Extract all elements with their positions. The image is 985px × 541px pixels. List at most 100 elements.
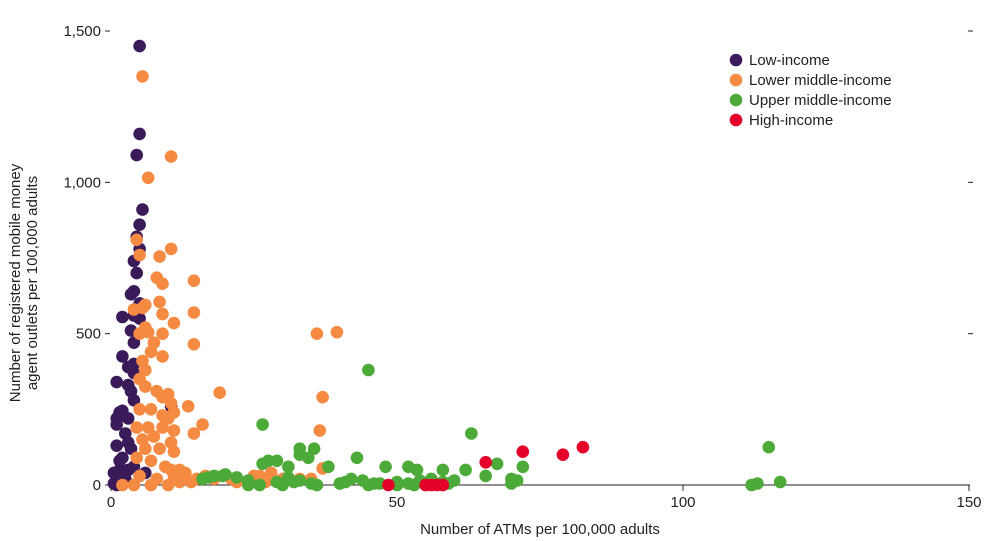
data-point xyxy=(139,380,152,393)
data-point xyxy=(147,430,161,443)
data-point xyxy=(141,171,155,185)
data-point xyxy=(141,421,155,434)
data-point xyxy=(153,250,166,263)
data-point xyxy=(490,457,504,471)
data-point xyxy=(293,474,307,487)
data-point xyxy=(133,39,146,53)
data-point xyxy=(282,471,295,484)
data-point xyxy=(144,454,158,468)
legend-item: Upper middle-income xyxy=(729,92,892,109)
data-point xyxy=(124,442,138,456)
data-point xyxy=(116,310,129,324)
data-point xyxy=(187,274,201,288)
data-point xyxy=(164,150,178,163)
data-point xyxy=(133,312,146,325)
data-point xyxy=(302,451,315,465)
legend-item: Lower middle-income xyxy=(729,72,892,89)
data-point xyxy=(130,233,143,247)
data-point xyxy=(156,350,169,363)
data-point xyxy=(133,127,146,141)
data-point xyxy=(110,375,123,389)
data-point xyxy=(161,478,175,492)
y-tick-label: 1,500 xyxy=(63,23,101,40)
legend-label: Lower middle-income xyxy=(749,72,892,89)
data-point xyxy=(556,448,570,462)
data-point xyxy=(181,400,195,413)
x-axis-title: Number of ATMs per 100,000 adults xyxy=(420,521,660,538)
data-point xyxy=(382,478,395,492)
data-point xyxy=(156,327,169,341)
y-axis-title: Number of registered mobile money agent … xyxy=(7,163,41,402)
data-point xyxy=(173,475,186,489)
data-point xyxy=(127,394,141,407)
series-high-income xyxy=(382,440,590,492)
data-point xyxy=(362,363,375,377)
data-point xyxy=(139,442,152,456)
data-point xyxy=(116,478,129,492)
data-point xyxy=(407,478,421,492)
data-point xyxy=(330,325,344,339)
data-point xyxy=(187,427,201,440)
data-point xyxy=(362,478,375,492)
data-point xyxy=(144,403,158,416)
data-point xyxy=(113,454,126,468)
data-point xyxy=(459,463,472,477)
legend-marker xyxy=(729,53,743,67)
data-point xyxy=(436,463,450,477)
data-point xyxy=(316,390,329,404)
legend-marker xyxy=(729,73,743,87)
data-point xyxy=(130,451,143,465)
data-point xyxy=(110,439,123,453)
data-point xyxy=(136,70,149,83)
data-point xyxy=(179,466,192,480)
data-point xyxy=(144,478,158,492)
data-point xyxy=(307,442,321,456)
data-point xyxy=(201,471,215,484)
data-point xyxy=(216,469,229,483)
data-point xyxy=(133,248,146,262)
y-tick-label: 0 xyxy=(93,477,101,494)
data-point xyxy=(516,445,530,459)
data-point xyxy=(136,203,149,216)
data-point xyxy=(130,148,143,162)
x-tick-label: 50 xyxy=(389,494,406,511)
data-point xyxy=(127,478,141,492)
y-axis-title-line-1: Number of registered mobile money xyxy=(7,163,24,402)
legend-label: Upper middle-income xyxy=(749,92,892,109)
legend-marker xyxy=(729,113,743,127)
data-point xyxy=(127,336,141,350)
data-point xyxy=(410,463,424,477)
x-tick-label: 0 xyxy=(107,494,115,511)
data-point xyxy=(156,421,169,434)
data-point xyxy=(124,288,138,301)
data-point xyxy=(745,478,758,492)
data-point xyxy=(282,460,295,474)
data-point xyxy=(141,325,155,339)
legend-item: Low-income xyxy=(729,52,830,69)
data-point xyxy=(479,456,493,469)
data-point xyxy=(130,421,143,434)
legend-label: High-income xyxy=(749,112,833,129)
data-point xyxy=(187,306,201,319)
data-point xyxy=(156,277,169,291)
data-point xyxy=(121,463,135,477)
x-ticks: 0 50 100 150 xyxy=(107,485,982,511)
data-point xyxy=(139,363,152,377)
data-point xyxy=(184,475,198,489)
data-point xyxy=(156,307,169,321)
data-point xyxy=(164,242,178,256)
data-point xyxy=(350,451,364,465)
data-point xyxy=(576,440,590,454)
y-ticks: 0 500 1,000 1,500 xyxy=(63,23,973,494)
legend-label: Low-income xyxy=(749,52,830,69)
y-axis-title-line-2: agent outlets per 100,000 adults xyxy=(24,176,41,390)
data-point xyxy=(310,478,324,492)
data-point xyxy=(510,474,524,487)
data-point xyxy=(167,316,181,330)
y-tick-label: 500 xyxy=(76,326,101,343)
x-tick-label: 150 xyxy=(956,494,981,511)
data-point xyxy=(213,386,226,400)
legend-item: High-income xyxy=(729,112,833,129)
data-point xyxy=(153,442,166,456)
